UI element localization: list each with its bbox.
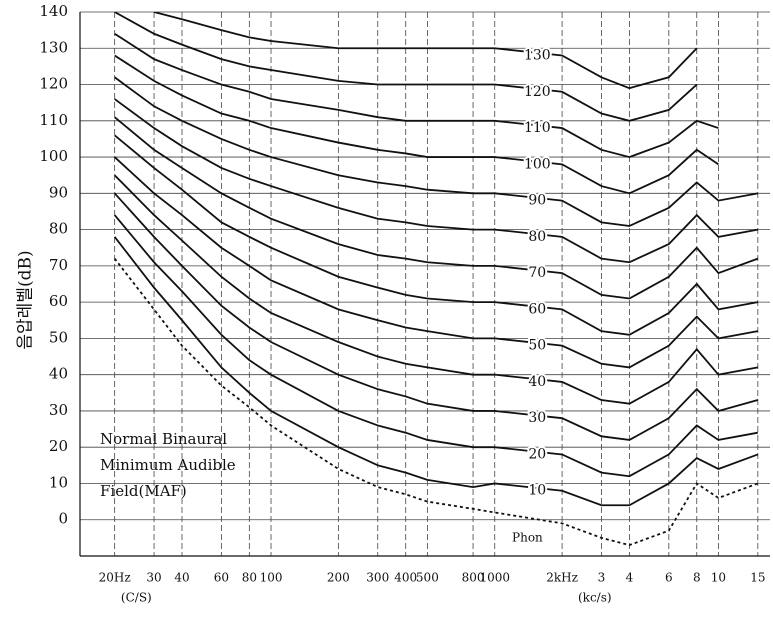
- curve-label: 60: [528, 301, 546, 317]
- x-tick-label: 200: [327, 571, 350, 585]
- x-tick-label: 40: [174, 571, 189, 585]
- x-tick-label: 800: [462, 571, 485, 585]
- y-tick-label: 40: [49, 365, 68, 383]
- phon-curve: [114, 33, 719, 159]
- curve-label: 120: [524, 84, 551, 100]
- x-unit-label: (kc/s): [578, 591, 612, 605]
- x-tick-label: 2kHz: [546, 571, 578, 585]
- x-tick-label: 400: [394, 571, 417, 585]
- y-tick-label: 50: [49, 328, 68, 346]
- y-tick-label: 100: [39, 147, 68, 165]
- maf-curve: [113, 258, 759, 547]
- y-tick-label: 70: [49, 256, 68, 274]
- y-tick-label: 130: [39, 38, 68, 56]
- y-tick-label: 90: [49, 183, 68, 201]
- x-tick-label: 60: [214, 571, 229, 585]
- x-tick-label: 6: [665, 571, 673, 585]
- x-tick-label: 300: [366, 571, 389, 585]
- curve-label: 40: [528, 374, 546, 390]
- x-tick-label: 3: [598, 571, 606, 585]
- x-tick-label: 1000: [479, 571, 510, 585]
- x-tick-label: 15: [750, 571, 765, 585]
- y-axis-label: 음압레벨(dB): [16, 250, 36, 349]
- y-tick-label: 140: [39, 2, 68, 20]
- y-tick-label: 0: [58, 510, 68, 528]
- y-tick-label: 30: [49, 401, 68, 419]
- curve-label: 30: [528, 410, 546, 426]
- curve-label: 100: [524, 156, 551, 172]
- y-tick-label: 10: [49, 473, 68, 491]
- curve-label: 50: [528, 338, 546, 354]
- annotation: Normal Binaural: [100, 430, 227, 448]
- x-unit-label: (C/S): [121, 591, 152, 605]
- x-tick-label: 20Hz: [99, 571, 131, 585]
- curve-label: 20: [528, 446, 546, 462]
- curve-label: 80: [528, 229, 546, 245]
- phon-curve: [114, 76, 759, 227]
- phon-curve: [114, 12, 698, 122]
- unit-label: Phon: [512, 530, 543, 544]
- phon-curve: [114, 134, 759, 336]
- x-tick-label: 4: [626, 571, 634, 585]
- curve-label: 110: [524, 120, 551, 136]
- y-tick-label: 120: [39, 75, 68, 93]
- curve-label: 90: [528, 193, 546, 209]
- phon-curve: [114, 156, 759, 369]
- curve-label: 10: [528, 483, 546, 499]
- y-tick-label: 80: [49, 220, 68, 238]
- phon-curve: [153, 12, 698, 90]
- phon-curve: [113, 236, 759, 507]
- phon-curve: [114, 174, 759, 405]
- y-tick-label: 60: [49, 292, 68, 310]
- x-tick-label: 30: [146, 571, 161, 585]
- x-tick-label: 80: [242, 571, 257, 585]
- y-tick-label: 20: [49, 437, 68, 455]
- curve-label: 130: [524, 48, 551, 64]
- phon-curve: [114, 54, 719, 195]
- x-tick-label: 8: [693, 571, 701, 585]
- phon-curve: [114, 116, 759, 300]
- x-tick-label: 10: [711, 571, 726, 585]
- phon-curve: [114, 98, 759, 264]
- annotation: Field(MAF): [100, 482, 187, 500]
- curve-label: 70: [528, 265, 546, 281]
- phon-curve: [113, 192, 759, 441]
- x-tick-label: 500: [416, 571, 439, 585]
- annotation: Minimum Audible: [100, 456, 236, 474]
- y-tick-label: 110: [39, 111, 68, 129]
- phon-curve: [113, 214, 759, 478]
- x-tick-label: 100: [260, 571, 283, 585]
